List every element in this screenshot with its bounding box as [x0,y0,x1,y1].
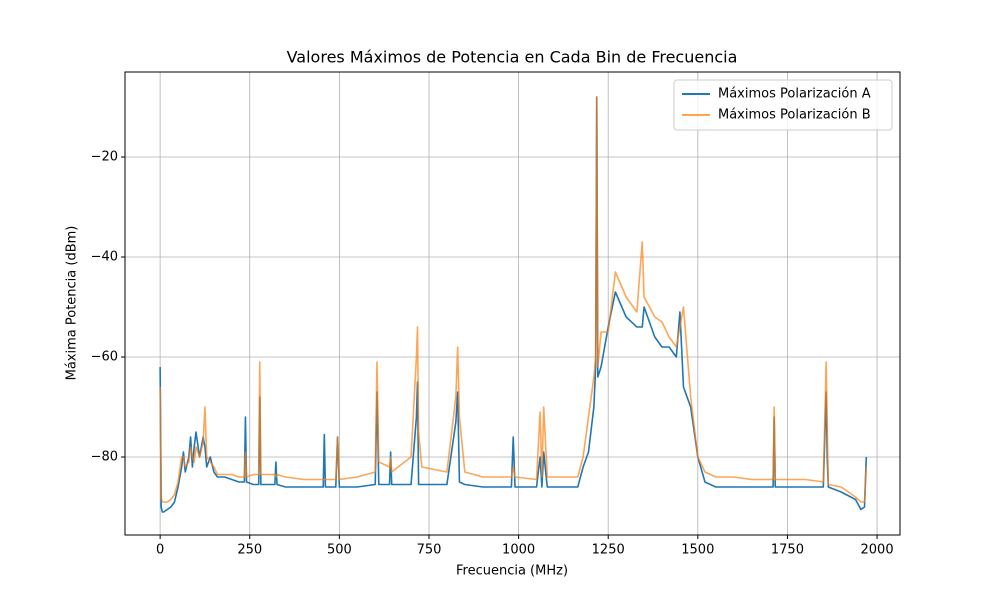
y-tick-label: −60 [91,350,118,365]
series-line [159,96,868,513]
x-tick-label: 500 [327,543,352,558]
series-line [159,96,868,503]
x-tick-label: 2000 [861,543,894,558]
legend-label: Máximos Polarización A [718,87,871,102]
y-axis-label: Máxima Potencia (dBm) [65,226,80,381]
x-tick-label: 1000 [502,543,535,558]
y-tick-label: −80 [91,450,118,465]
chart-title: Valores Máximos de Potencia en Cada Bin … [287,48,738,67]
x-tick-label: 750 [417,543,442,558]
legend: Máximos Polarización A Máximos Polarizaci… [673,79,893,131]
legend-box [673,79,893,131]
x-axis-label: Frecuencia (MHz) [456,564,568,579]
y-tick-label: −40 [91,250,118,265]
x-tick-label: 1500 [681,543,714,558]
legend-label: Máximos Polarización B [718,108,871,123]
plot-frame [124,71,901,536]
y-tick-label: −20 [91,150,118,165]
x-tick-label: 0 [156,543,164,558]
x-tick-label: 250 [237,543,262,558]
x-tick-label: 1750 [771,543,804,558]
x-tick-label: 1250 [592,543,625,558]
